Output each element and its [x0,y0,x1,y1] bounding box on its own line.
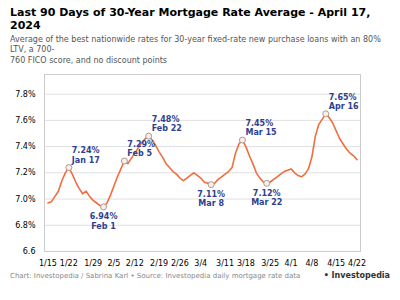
svg-text:3/25: 3/25 [261,259,279,268]
svg-text:7.48%Feb 22: 7.48%Feb 22 [152,115,182,133]
svg-text:3/18: 3/18 [237,259,255,268]
svg-text:2/26: 2/26 [171,259,189,268]
svg-text:2/19: 2/19 [150,259,168,268]
html-text:• Investopedia: • Investopedia [323,271,390,281]
svg-text:7.24%Jan 17: 7.24%Jan 17 [71,147,100,165]
svg-text:6.6: 6.6 [23,247,36,256]
svg-text:7.65%Apr 16: 7.65%Apr 16 [329,93,359,111]
svg-text:4/22: 4/22 [348,259,366,268]
svg-text:6.8%: 6.8% [15,221,36,230]
html-text:Average of the best nationwide: Average of the best nationwide rates for… [10,35,381,65]
svg-text:2/5: 2/5 [108,259,121,268]
svg-text:4/1: 4/1 [285,259,298,268]
svg-text:7.4%: 7.4% [15,142,36,151]
svg-text:3/11: 3/11 [216,259,234,268]
svg-text:1/22: 1/22 [60,259,78,268]
svg-text:7.29%Feb 5: 7.29%Feb 5 [127,140,155,158]
svg-text:1/29: 1/29 [84,259,102,268]
svg-text:6.94%Feb 1: 6.94%Feb 1 [90,213,118,231]
svg-text:4/15: 4/15 [327,259,345,268]
svg-text:7.45%Mar 15: 7.45%Mar 15 [245,119,277,137]
svg-text:7.12%Mar 22: 7.12%Mar 22 [251,189,282,207]
svg-text:4/8: 4/8 [305,259,318,268]
html-text:Last 90 Days of 30-Year Mortga: Last 90 Days of 30-Year Mortgage Rate Av… [10,6,371,32]
svg-text:7.11%Mar 8: 7.11%Mar 8 [197,190,225,208]
svg-text:1/15: 1/15 [39,259,57,268]
svg-text:3/4: 3/4 [194,259,207,268]
svg-text:7.2%: 7.2% [15,169,36,178]
svg-text:7.6%: 7.6% [15,116,36,125]
svg-text:7.8%: 7.8% [15,90,36,99]
svg-text:7.0%: 7.0% [15,195,36,204]
svg-text:2/12: 2/12 [126,259,144,268]
html-text:Chart: Investopedia / Sabrina: Chart: Investopedia / Sabrina Karl • Sou… [10,272,301,281]
